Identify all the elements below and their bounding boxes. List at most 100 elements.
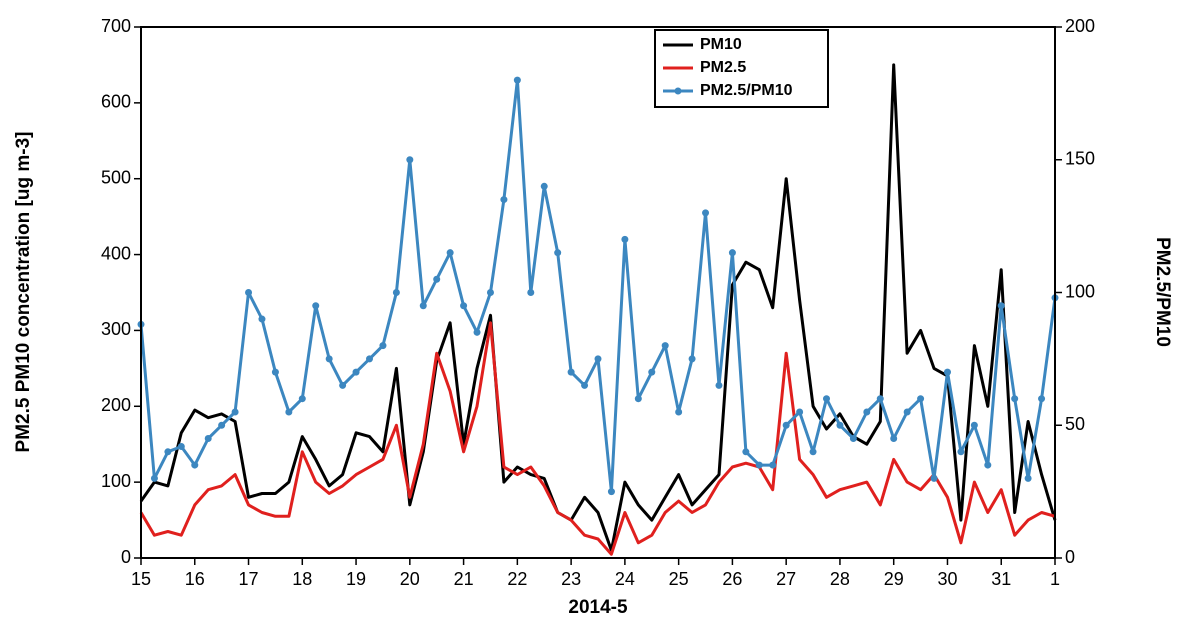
data-point xyxy=(191,461,199,469)
legend-label: PM2.5 xyxy=(700,59,746,76)
data-point xyxy=(1038,395,1046,403)
y-tick-label: 400 xyxy=(101,243,131,263)
series-line xyxy=(139,78,1057,494)
data-point xyxy=(473,328,481,336)
x-tick-label: 28 xyxy=(830,569,850,589)
y2-tick-label: 150 xyxy=(1065,149,1095,169)
data-point xyxy=(997,302,1005,310)
data-point xyxy=(379,342,387,350)
data-point xyxy=(567,368,575,376)
data-point xyxy=(943,368,951,376)
data-point xyxy=(849,435,857,443)
x-tick-label: 24 xyxy=(615,569,635,589)
data-point xyxy=(675,408,683,416)
data-point xyxy=(513,76,521,84)
series-line xyxy=(139,63,1057,552)
data-point xyxy=(863,408,871,416)
data-point xyxy=(339,381,347,389)
data-point xyxy=(298,395,306,403)
x-tick-label: 23 xyxy=(561,569,581,589)
data-point xyxy=(634,395,642,403)
data-point xyxy=(715,381,723,389)
x-tick-label: 22 xyxy=(507,569,527,589)
data-point xyxy=(782,421,790,429)
y2-axis-label: PM2.5/PM10 xyxy=(1152,237,1173,347)
legend: PM10 PM2.5 PM2.5/PM10 xyxy=(654,29,829,108)
legend-marker xyxy=(674,87,682,95)
data-point xyxy=(366,355,373,363)
data-point xyxy=(540,182,548,190)
data-point xyxy=(258,315,266,323)
y-tick-label: 700 xyxy=(101,16,131,36)
data-point xyxy=(312,302,320,310)
data-point xyxy=(742,448,750,456)
data-point xyxy=(581,381,589,389)
x-tick-label: 15 xyxy=(131,569,151,589)
x-tick-label: 17 xyxy=(239,569,259,589)
data-point xyxy=(809,448,817,456)
data-point xyxy=(527,289,535,296)
data-point xyxy=(419,302,427,310)
data-point xyxy=(607,488,615,496)
data-point xyxy=(970,421,978,429)
data-point xyxy=(285,408,293,416)
data-point xyxy=(164,448,172,456)
x-tick-label: 31 xyxy=(991,569,1011,589)
x-tick-label: 27 xyxy=(776,569,796,589)
x-tick-label: 19 xyxy=(346,569,366,589)
data-point xyxy=(769,461,777,469)
y-tick-label: 600 xyxy=(101,92,131,112)
x-tick-label: 21 xyxy=(454,569,474,589)
data-point xyxy=(957,448,965,456)
data-point xyxy=(728,249,736,257)
x-tick-label: 30 xyxy=(937,569,957,589)
data-point xyxy=(177,442,185,450)
legend-label: PM2.5/PM10 xyxy=(700,82,793,99)
legend-box xyxy=(654,29,829,108)
y-tick-label: 300 xyxy=(101,319,131,339)
y-tick-label: 100 xyxy=(101,471,131,491)
y2-tick-label: 100 xyxy=(1065,281,1095,301)
x-axis-label: 2014-5 xyxy=(568,597,628,618)
data-point xyxy=(271,368,279,376)
x-tick-label: 29 xyxy=(884,569,904,589)
data-point xyxy=(245,289,253,296)
y-tick-label: 500 xyxy=(101,167,131,187)
series-line xyxy=(139,321,1056,556)
data-point xyxy=(890,435,898,443)
data-point xyxy=(325,355,333,363)
data-point xyxy=(392,289,400,296)
y-axis-label: PM2.5 PM10 concentration [ug m-3] xyxy=(13,132,34,453)
x-tick-label: 20 xyxy=(400,569,420,589)
data-point xyxy=(823,395,830,403)
data-point xyxy=(796,408,804,416)
data-point xyxy=(917,395,925,403)
data-point xyxy=(486,289,494,296)
data-point xyxy=(755,461,763,469)
x-tick-label: 1 xyxy=(1050,569,1060,589)
x-tick-label: 18 xyxy=(292,569,312,589)
data-point xyxy=(500,196,508,204)
y-tick-label: 200 xyxy=(101,395,131,415)
data-point xyxy=(554,249,562,257)
plot-frame xyxy=(140,26,1056,559)
data-point xyxy=(433,275,441,283)
data-point xyxy=(984,461,992,469)
data-point xyxy=(876,395,884,403)
data-point xyxy=(594,355,602,363)
data-point xyxy=(406,156,414,164)
data-point xyxy=(661,342,669,350)
data-point xyxy=(218,421,226,429)
x-tick-label: 25 xyxy=(669,569,689,589)
x-tick-label: 26 xyxy=(722,569,742,589)
data-point xyxy=(352,368,360,376)
data-point xyxy=(204,435,212,443)
y2-tick-label: 0 xyxy=(1065,547,1075,567)
data-point xyxy=(446,249,454,257)
y2-tick-label: 50 xyxy=(1065,414,1085,434)
data-point xyxy=(903,408,911,416)
legend-label: PM10 xyxy=(700,36,742,53)
data-point xyxy=(688,355,696,363)
data-point xyxy=(648,368,656,376)
